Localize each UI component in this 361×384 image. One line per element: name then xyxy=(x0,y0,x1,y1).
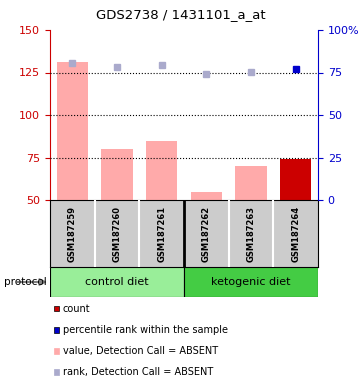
Text: GSM187262: GSM187262 xyxy=(202,205,211,262)
Text: GSM187261: GSM187261 xyxy=(157,205,166,262)
Bar xyxy=(101,149,132,200)
Text: percentile rank within the sample: percentile rank within the sample xyxy=(63,324,228,334)
Bar xyxy=(191,192,222,200)
Text: GSM187264: GSM187264 xyxy=(291,205,300,262)
Text: GDS2738 / 1431101_a_at: GDS2738 / 1431101_a_at xyxy=(96,8,265,21)
Text: GSM187263: GSM187263 xyxy=(247,205,256,262)
Text: GSM187260: GSM187260 xyxy=(113,205,122,262)
Text: GSM187259: GSM187259 xyxy=(68,205,77,262)
Text: protocol: protocol xyxy=(4,277,47,287)
Text: control diet: control diet xyxy=(85,277,149,287)
Bar xyxy=(235,166,267,200)
Text: value, Detection Call = ABSENT: value, Detection Call = ABSENT xyxy=(63,346,218,356)
Bar xyxy=(57,62,88,200)
Bar xyxy=(50,267,184,297)
Bar xyxy=(146,141,177,200)
Bar xyxy=(184,267,318,297)
Text: ketogenic diet: ketogenic diet xyxy=(211,277,291,287)
Text: rank, Detection Call = ABSENT: rank, Detection Call = ABSENT xyxy=(63,367,213,377)
Text: count: count xyxy=(63,303,90,313)
Bar xyxy=(280,159,311,200)
